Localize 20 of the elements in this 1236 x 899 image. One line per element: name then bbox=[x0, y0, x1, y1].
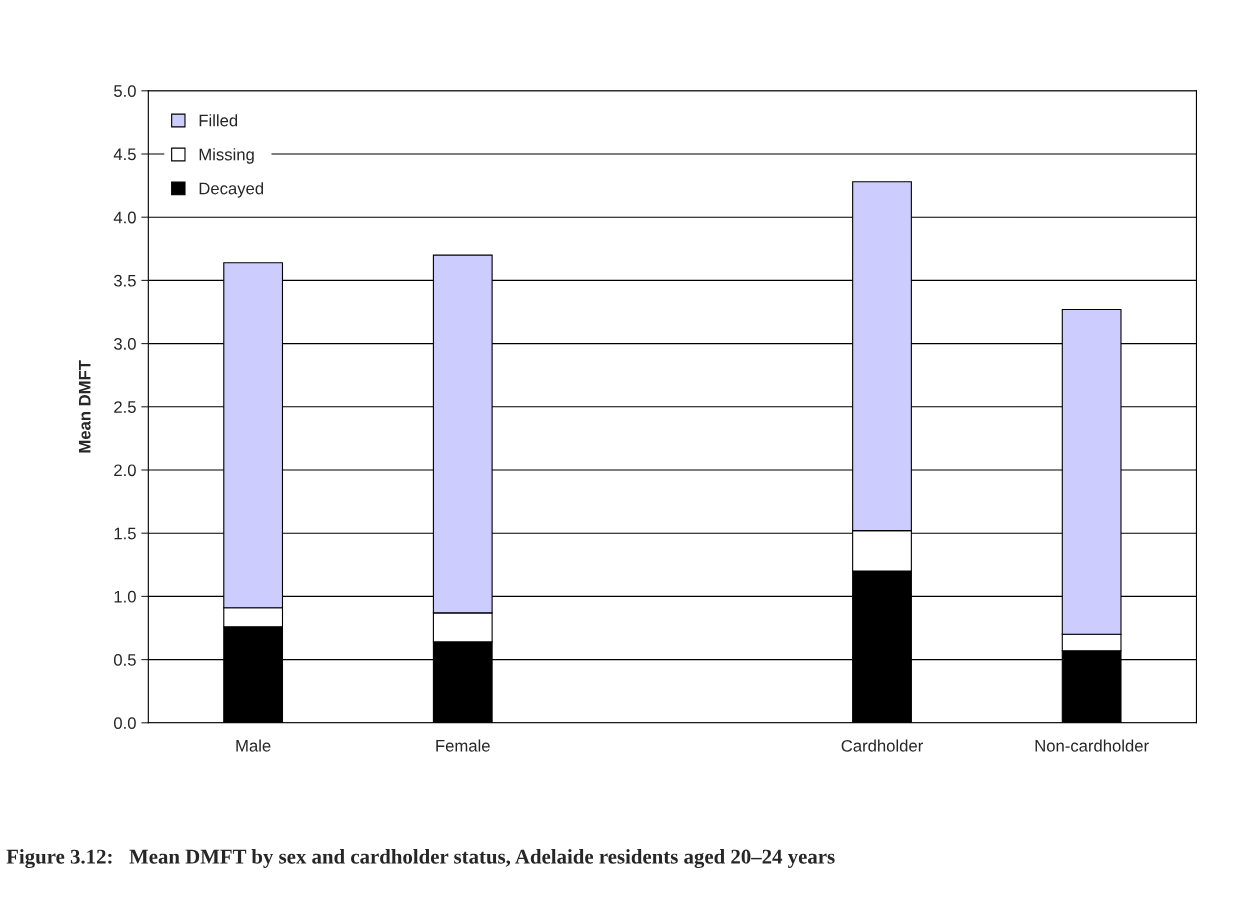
x-tick-label: Cardholder bbox=[841, 739, 923, 752]
legend-label: Filled bbox=[199, 114, 238, 127]
y-tick-label: 3.0 bbox=[113, 338, 136, 350]
y-tick-label: 4.0 bbox=[113, 211, 136, 224]
y-tick-label: 0.0 bbox=[114, 717, 136, 729]
y-tick-label: 0.5 bbox=[114, 654, 136, 666]
y-tick-label: 3.5 bbox=[113, 274, 136, 287]
legend-label: Missing bbox=[199, 148, 254, 164]
y-tick-label: 2.0 bbox=[114, 464, 136, 477]
y-axis-title: Mean DMFT bbox=[78, 360, 91, 453]
x-tick-label: Female bbox=[436, 739, 490, 752]
text: Figure 3.12: Mean DMFT by sex and cardholder status, Adelaide residents aged 20–24 years bbox=[6, 849, 835, 869]
legend-label: Decayed bbox=[199, 182, 264, 198]
y-tick-label: 5.0 bbox=[114, 85, 136, 97]
y-tick-label: 1.0 bbox=[114, 590, 136, 603]
y-tick-label: 4.5 bbox=[113, 148, 136, 161]
y-tick-label: 2.5 bbox=[114, 401, 136, 413]
x-tick-label: Non-cardholder bbox=[1035, 739, 1149, 752]
x-tick-label: Male bbox=[236, 739, 271, 752]
y-tick-label: 1.5 bbox=[114, 527, 136, 540]
